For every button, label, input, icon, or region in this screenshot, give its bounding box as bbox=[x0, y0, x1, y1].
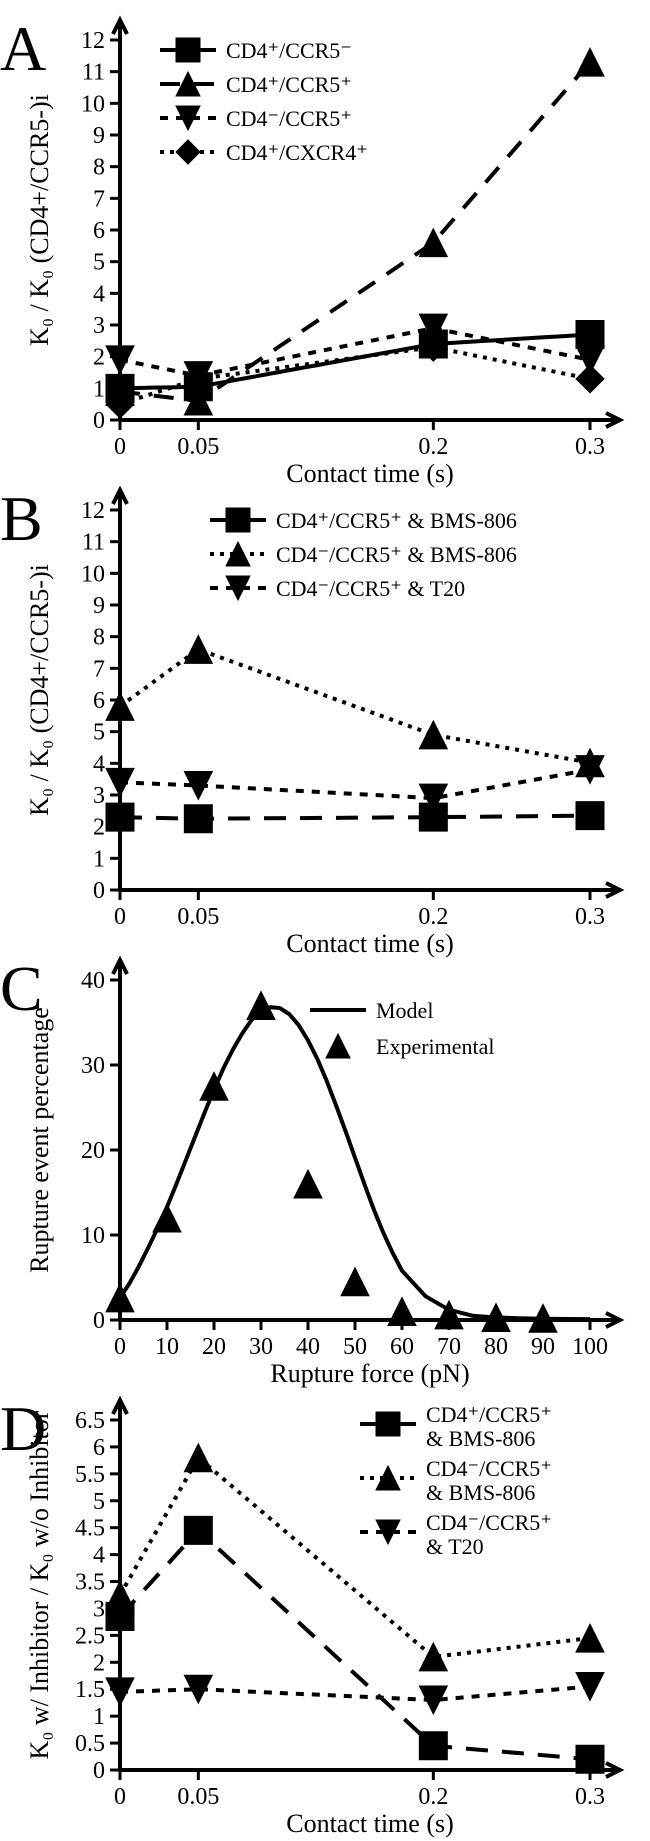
svg-text:D: D bbox=[0, 1393, 46, 1464]
svg-text:B: B bbox=[0, 483, 43, 554]
svg-text:5: 5 bbox=[93, 720, 105, 746]
svg-text:K₀ / K₀ (CD4+/CCR5-)i: K₀ / K₀ (CD4+/CCR5-)i bbox=[25, 94, 54, 346]
svg-text:40: 40 bbox=[81, 968, 105, 994]
svg-text:0: 0 bbox=[93, 408, 105, 434]
svg-text:0: 0 bbox=[93, 878, 105, 904]
svg-text:Rupture event percentage: Rupture event percentage bbox=[25, 1007, 54, 1273]
figure-canvas: 00.050.20.30123456789101112Contact time … bbox=[0, 0, 650, 1841]
svg-text:100: 100 bbox=[572, 1334, 608, 1360]
svg-text:0.2: 0.2 bbox=[418, 904, 448, 930]
svg-text:0: 0 bbox=[93, 1308, 105, 1334]
svg-text:0: 0 bbox=[114, 904, 126, 930]
svg-text:1: 1 bbox=[93, 1704, 105, 1730]
svg-text:6: 6 bbox=[93, 1435, 105, 1461]
svg-text:CD4⁻/CCR5⁺: CD4⁻/CCR5⁺ bbox=[426, 1510, 552, 1535]
svg-text:2: 2 bbox=[93, 345, 105, 371]
svg-text:CD4⁺/CCR5⁻: CD4⁺/CCR5⁻ bbox=[226, 38, 352, 63]
svg-text:1: 1 bbox=[93, 846, 105, 872]
svg-text:80: 80 bbox=[484, 1334, 508, 1360]
svg-text:40: 40 bbox=[296, 1334, 320, 1360]
svg-text:0: 0 bbox=[93, 1758, 105, 1784]
svg-text:K₀ / K₀ (CD4+/CCR5-)i: K₀ / K₀ (CD4+/CCR5-)i bbox=[25, 564, 54, 816]
svg-text:9: 9 bbox=[93, 123, 105, 149]
svg-text:Rupture force (pN): Rupture force (pN) bbox=[270, 1359, 469, 1388]
svg-text:20: 20 bbox=[81, 1138, 105, 1164]
svg-text:4: 4 bbox=[93, 1543, 105, 1569]
svg-text:5.5: 5.5 bbox=[75, 1462, 105, 1488]
svg-text:0: 0 bbox=[114, 434, 126, 460]
svg-text:CD4⁺/CXCR4⁺: CD4⁺/CXCR4⁺ bbox=[226, 140, 368, 165]
svg-text:2: 2 bbox=[93, 1650, 105, 1676]
svg-text:CD4⁻/CCR5⁺ & BMS-806: CD4⁻/CCR5⁺ & BMS-806 bbox=[276, 542, 517, 567]
svg-text:A: A bbox=[0, 13, 46, 84]
svg-text:3.5: 3.5 bbox=[75, 1570, 105, 1596]
svg-text:CD4⁻/CCR5⁺ & T20: CD4⁻/CCR5⁺ & T20 bbox=[276, 576, 465, 601]
svg-text:0.05: 0.05 bbox=[177, 904, 219, 930]
svg-text:2.5: 2.5 bbox=[75, 1623, 105, 1649]
svg-text:0.3: 0.3 bbox=[575, 904, 605, 930]
svg-text:9: 9 bbox=[93, 593, 105, 619]
svg-text:8: 8 bbox=[93, 625, 105, 651]
svg-text:CD4⁺/CCR5⁺: CD4⁺/CCR5⁺ bbox=[226, 72, 352, 97]
svg-text:11: 11 bbox=[82, 60, 105, 86]
svg-text:CD4⁻/CCR5⁺: CD4⁻/CCR5⁺ bbox=[426, 1456, 552, 1481]
svg-text:11: 11 bbox=[82, 530, 105, 556]
svg-text:0.2: 0.2 bbox=[418, 434, 448, 460]
svg-text:10: 10 bbox=[81, 1223, 105, 1249]
svg-text:50: 50 bbox=[343, 1334, 367, 1360]
svg-text:3: 3 bbox=[93, 783, 105, 809]
svg-text:2: 2 bbox=[93, 815, 105, 841]
svg-text:CD4⁺/CCR5⁺: CD4⁺/CCR5⁺ bbox=[426, 1402, 552, 1427]
svg-text:Contact time (s): Contact time (s) bbox=[286, 459, 454, 488]
svg-text:0.3: 0.3 bbox=[575, 434, 605, 460]
svg-text:Experimental: Experimental bbox=[376, 1034, 495, 1059]
svg-text:& BMS-806: & BMS-806 bbox=[426, 1480, 535, 1505]
svg-text:30: 30 bbox=[249, 1334, 273, 1360]
svg-text:12: 12 bbox=[81, 498, 105, 524]
svg-text:1: 1 bbox=[93, 376, 105, 402]
svg-text:70: 70 bbox=[437, 1334, 461, 1360]
svg-text:0: 0 bbox=[114, 1334, 126, 1360]
svg-text:90: 90 bbox=[531, 1334, 555, 1360]
svg-text:Contact time (s): Contact time (s) bbox=[286, 1809, 454, 1838]
svg-text:10: 10 bbox=[155, 1334, 179, 1360]
svg-text:60: 60 bbox=[390, 1334, 414, 1360]
svg-text:& BMS-806: & BMS-806 bbox=[426, 1426, 535, 1451]
svg-text:4: 4 bbox=[93, 281, 105, 307]
svg-text:10: 10 bbox=[81, 561, 105, 587]
svg-text:3: 3 bbox=[93, 313, 105, 339]
svg-text:12: 12 bbox=[81, 28, 105, 54]
svg-text:6: 6 bbox=[93, 218, 105, 244]
svg-text:Model: Model bbox=[376, 998, 433, 1023]
svg-text:0.2: 0.2 bbox=[418, 1784, 448, 1810]
svg-text:0: 0 bbox=[114, 1784, 126, 1810]
svg-text:CD4⁻/CCR5⁺: CD4⁻/CCR5⁺ bbox=[226, 106, 352, 131]
svg-text:0.5: 0.5 bbox=[75, 1731, 105, 1757]
svg-text:CD4⁺/CCR5⁺ & BMS-806: CD4⁺/CCR5⁺ & BMS-806 bbox=[276, 508, 517, 533]
svg-text:4: 4 bbox=[93, 751, 105, 777]
svg-text:7: 7 bbox=[93, 656, 105, 682]
svg-text:3: 3 bbox=[93, 1596, 105, 1622]
svg-text:6.5: 6.5 bbox=[75, 1408, 105, 1434]
svg-text:6: 6 bbox=[93, 688, 105, 714]
svg-text:C: C bbox=[0, 953, 43, 1024]
svg-text:Contact time (s): Contact time (s) bbox=[286, 929, 454, 958]
svg-text:& T20: & T20 bbox=[426, 1534, 484, 1559]
svg-text:0.05: 0.05 bbox=[177, 1784, 219, 1810]
svg-text:0.05: 0.05 bbox=[177, 434, 219, 460]
svg-text:8: 8 bbox=[93, 155, 105, 181]
svg-text:4.5: 4.5 bbox=[75, 1516, 105, 1542]
svg-text:30: 30 bbox=[81, 1053, 105, 1079]
svg-text:10: 10 bbox=[81, 91, 105, 117]
svg-text:7: 7 bbox=[93, 186, 105, 212]
svg-text:20: 20 bbox=[202, 1334, 226, 1360]
svg-text:5: 5 bbox=[93, 250, 105, 276]
svg-text:1.5: 1.5 bbox=[75, 1677, 105, 1703]
svg-text:0.3: 0.3 bbox=[575, 1784, 605, 1810]
svg-text:5: 5 bbox=[93, 1489, 105, 1515]
